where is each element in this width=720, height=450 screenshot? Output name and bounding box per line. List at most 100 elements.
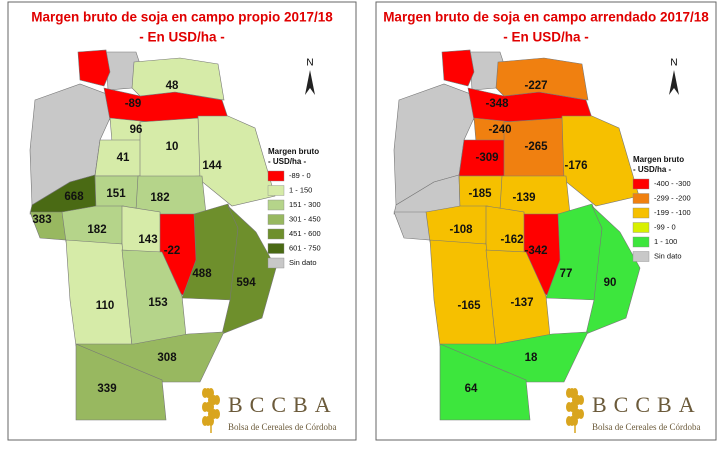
region-label: 90 <box>604 277 617 289</box>
logo: BCCBA Bolsa de Cereales de Córdoba <box>566 388 702 433</box>
region <box>221 205 277 335</box>
region <box>439 343 531 421</box>
region-label: -342 <box>524 245 547 257</box>
legend-label: Sin dato <box>654 251 682 260</box>
region-label: -240 <box>488 124 511 136</box>
region-label: -265 <box>524 141 548 153</box>
legend-label: Sin dato <box>289 258 317 267</box>
logo-name: BCCBA <box>228 392 338 417</box>
legend-label: 451 - 600 <box>289 229 321 238</box>
region-label: 48 <box>166 80 179 92</box>
map: -348 -227 -240 -309 -265 -176 -185 -139 -108 -162… <box>393 49 641 421</box>
region-label: -108 <box>449 224 473 236</box>
region-label: 308 <box>157 352 177 364</box>
region-label: 64 <box>465 383 478 395</box>
legend-label: -199 - -100 <box>654 208 691 217</box>
north-arrow <box>305 70 315 95</box>
region-label: 594 <box>236 277 256 289</box>
legend-subtitle: - USD/ha - <box>633 165 672 174</box>
logo-name: BCCBA <box>592 392 702 417</box>
legend-swatch <box>632 251 650 262</box>
legend-swatch <box>267 228 285 240</box>
legend-swatch <box>267 199 285 211</box>
region-label: 383 <box>32 214 51 226</box>
map-subtitle: - En USD/ha - <box>503 30 589 45</box>
logo-wheat <box>214 395 220 405</box>
legend-label: -99 - 0 <box>654 222 676 231</box>
region-label: 182 <box>87 224 106 236</box>
map-title: Margen bruto de soja en campo propio 201… <box>31 10 333 25</box>
north-label: N <box>670 58 677 69</box>
region <box>485 249 551 347</box>
north-arrow <box>669 70 679 95</box>
logo: BCCBA Bolsa de Cereales de Córdoba <box>202 388 338 433</box>
region-label: -22 <box>164 245 181 257</box>
region-label: 18 <box>525 352 538 364</box>
region-label: 144 <box>202 160 222 172</box>
legend-swatch <box>267 170 285 182</box>
legend-label: -89 - 0 <box>289 171 311 180</box>
logo-tagline: Bolsa de Cereales de Córdoba <box>228 422 336 432</box>
region <box>131 57 225 101</box>
region <box>121 249 187 347</box>
region-label: 668 <box>64 191 84 203</box>
region-label: -165 <box>457 300 481 312</box>
region-label: -89 <box>125 98 142 110</box>
legend-label: -299 - -200 <box>654 193 691 202</box>
region-label: 182 <box>150 192 169 204</box>
legend-swatch <box>267 185 285 196</box>
logo-wheat <box>578 395 584 405</box>
region-label: -176 <box>564 160 587 172</box>
region-label: 153 <box>148 297 167 309</box>
region-label: 339 <box>97 383 116 395</box>
logo-wheat <box>214 409 220 419</box>
legend-title: Margen bruto <box>633 155 684 164</box>
logo-tagline: Bolsa de Cereales de Córdoba <box>592 422 700 432</box>
region-label: -227 <box>524 80 547 92</box>
region-label: 488 <box>192 268 212 280</box>
region-label: -137 <box>510 297 533 309</box>
legend-label: 1 - 150 <box>289 185 312 194</box>
north-label: N <box>306 58 313 69</box>
map: -89 48 96 41 10 144 668 383 151 182 182 143 -22 488 59… <box>29 49 277 421</box>
legend-swatch <box>632 222 650 233</box>
legend-swatch <box>267 243 285 254</box>
map-subtitle: - En USD/ha - <box>139 30 225 45</box>
region <box>495 57 589 101</box>
region-label: -185 <box>468 188 492 200</box>
legend-swatch <box>632 236 650 248</box>
region <box>429 239 497 347</box>
region <box>75 343 167 421</box>
legend-label: 301 - 450 <box>289 214 321 223</box>
legend-swatch <box>632 178 650 190</box>
legend-swatch <box>267 257 285 269</box>
region-label: -309 <box>475 152 498 164</box>
region-label: 10 <box>166 141 179 153</box>
region-label: 96 <box>130 124 143 136</box>
map-title: Margen bruto de soja en campo arrendado … <box>383 10 709 25</box>
region-label: 41 <box>117 152 130 164</box>
legend-swatch <box>632 193 650 204</box>
legend-swatch <box>267 214 285 225</box>
region <box>441 49 475 87</box>
region-label: 110 <box>96 300 115 312</box>
legend-swatch <box>632 207 650 219</box>
logo-wheat <box>578 409 584 419</box>
region <box>77 49 111 87</box>
region-label: -162 <box>500 234 523 246</box>
legend-title: Margen bruto <box>268 147 319 156</box>
region <box>585 205 641 335</box>
region-label: 151 <box>106 188 126 200</box>
logo-wheat <box>208 388 214 398</box>
legend-subtitle: - USD/ha - <box>268 157 307 166</box>
region-label: -139 <box>512 192 535 204</box>
region <box>65 239 133 347</box>
legend-label: 601 - 750 <box>289 243 321 252</box>
legend-label: 151 - 300 <box>289 200 321 209</box>
legend-label: 1 - 100 <box>654 237 677 246</box>
region-label: -348 <box>485 98 509 110</box>
region-label: 77 <box>560 268 573 280</box>
logo-wheat <box>572 388 578 398</box>
region-label: 143 <box>138 234 157 246</box>
